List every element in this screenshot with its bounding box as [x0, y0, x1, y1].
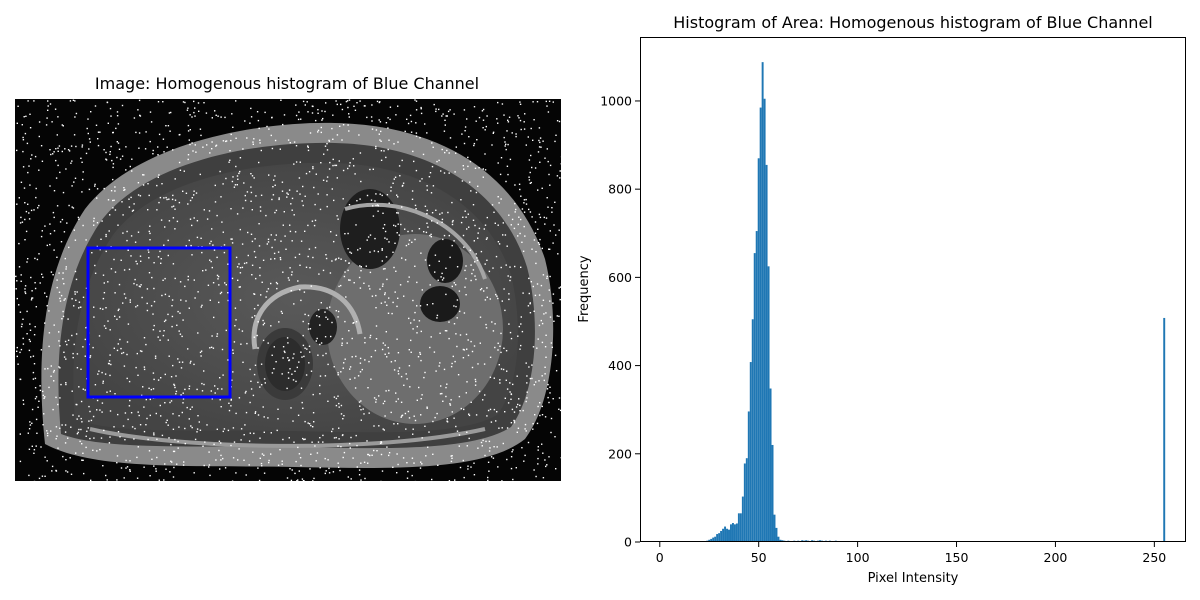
- x-tick-label: 100: [846, 550, 870, 565]
- histogram-bar: [763, 98, 766, 542]
- histogram-bar: [775, 527, 778, 542]
- plot-frame: [640, 37, 1186, 542]
- x-axis-ticks: 0 50 100 150 200 250: [656, 542, 1166, 565]
- histogram-bar: [757, 158, 760, 543]
- histogram-bar: [716, 534, 719, 542]
- x-axis-label: Pixel Intensity: [868, 571, 959, 586]
- histogram-bar: [735, 523, 738, 542]
- image-title: Image: Homogenous histogram of Blue Chan…: [94, 74, 480, 93]
- histogram-bar: [741, 496, 744, 542]
- mri-image-panel: [15, 99, 561, 481]
- mri-scan-image: [15, 99, 561, 481]
- histogram-bar: [779, 539, 782, 542]
- x-tick-label: 50: [751, 550, 767, 565]
- histogram-bar: [753, 253, 756, 543]
- histogram-bar: [737, 513, 740, 542]
- histogram-bar: [714, 536, 717, 542]
- histogram-bar: [747, 411, 750, 542]
- histogram-bar: [777, 536, 780, 542]
- histogram-bars: [702, 62, 1166, 543]
- histogram-bar: [755, 231, 758, 542]
- chart-title: Histogram of Area: Homogenous histogram …: [673, 13, 1153, 32]
- y-axis-label: Frequency: [577, 255, 592, 322]
- histogram-bar: [751, 319, 754, 542]
- histogram-bar: [767, 266, 770, 542]
- y-tick-label: 600: [608, 270, 632, 285]
- histogram-bar: [710, 538, 713, 542]
- histogram-bar: [730, 524, 732, 542]
- histogram-bar: [718, 533, 721, 542]
- histogram-bar: [739, 513, 742, 542]
- histogram-bar: [759, 107, 762, 542]
- histogram-bar: [712, 537, 715, 542]
- salt-noise-dots: [15, 99, 561, 481]
- histogram-bar: [731, 523, 734, 542]
- histogram-bar: [745, 458, 748, 542]
- x-tick-label: 0: [656, 550, 664, 565]
- y-tick-label: 0: [624, 535, 632, 550]
- histogram-bar: [724, 526, 727, 542]
- y-tick-label: 1000: [600, 93, 632, 108]
- y-axis-ticks: 0 200 400 600 800 1000: [600, 93, 640, 550]
- histogram-bar: [1163, 317, 1166, 542]
- histogram-bar: [771, 444, 774, 542]
- y-tick-label: 800: [608, 182, 632, 197]
- body-cross-section: [41, 122, 554, 468]
- histogram-bar: [720, 530, 723, 542]
- histogram-bar: [708, 539, 711, 542]
- y-tick-label: 400: [608, 358, 632, 373]
- histogram-bar: [761, 62, 764, 542]
- histogram-bar: [728, 529, 730, 542]
- histogram-bar: [765, 164, 768, 542]
- x-tick-label: 150: [945, 550, 969, 565]
- x-tick-label: 250: [1142, 550, 1166, 565]
- histogram-bar: [726, 528, 728, 542]
- roi-rectangle: [86, 246, 232, 399]
- histogram-bar: [743, 463, 746, 542]
- histogram-bar: [749, 362, 752, 542]
- histogram-bar: [769, 388, 772, 542]
- x-tick-label: 200: [1044, 550, 1068, 565]
- histogram-bar: [773, 514, 776, 542]
- histogram-bar: [733, 524, 736, 542]
- histogram-bar: [722, 528, 725, 542]
- y-tick-label: 200: [608, 446, 632, 461]
